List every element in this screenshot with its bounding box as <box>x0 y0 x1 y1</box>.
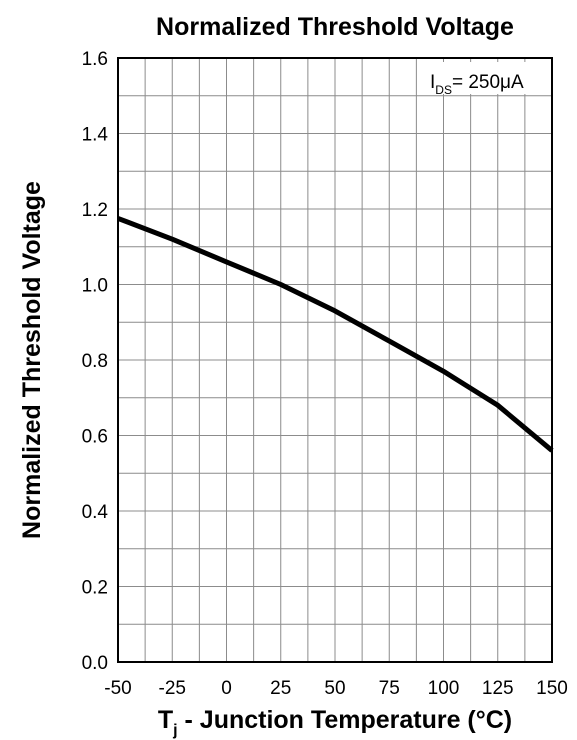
plot-frame <box>117 57 553 663</box>
x-tick-label: 50 <box>324 678 345 699</box>
x-tick-label: 150 <box>536 678 568 699</box>
annotation-main: I <box>430 72 435 93</box>
y-tick-label: 1.6 <box>82 49 108 70</box>
grid <box>118 58 552 662</box>
x-tick-label: 0 <box>221 678 232 699</box>
annotation-text: IDS= 250μA <box>430 72 524 97</box>
annotation-background <box>420 62 546 94</box>
y-tick-label: 1.2 <box>82 200 108 221</box>
y-tick-label: 0.4 <box>82 502 109 523</box>
y-tick-label: 0.0 <box>82 653 108 674</box>
x-axis-title: Tj - Junction Temperature (°C) <box>158 706 512 739</box>
y-tick-label: 0.2 <box>82 578 108 599</box>
x-axis-title-main: T <box>158 706 173 734</box>
y-axis-title: Normalized Threshold Voltage <box>18 181 46 539</box>
annotation-rest: = 250μA <box>452 72 524 93</box>
y-tick-label: 1.4 <box>82 125 109 146</box>
series-line <box>117 216 554 453</box>
x-tick-label: 25 <box>270 678 291 699</box>
x-tick-label: 75 <box>379 678 400 699</box>
x-axis-title-sub: j <box>172 722 177 739</box>
tick-labels: -50 -25 0 25 50 75 100 125 150 0.0 0.2 0.4 0.6 0.8 1.0… <box>82 49 568 699</box>
annotation-box: IDS= 250μA <box>420 62 546 97</box>
x-tick-label: 125 <box>482 678 514 699</box>
y-tick-label: 1.0 <box>82 276 108 297</box>
series-layer <box>117 216 554 453</box>
x-axis-title-rest: - Junction Temperature (°C) <box>178 706 513 734</box>
chart-title: Normalized Threshold Voltage <box>156 13 514 41</box>
x-tick-label: -50 <box>104 678 131 699</box>
y-tick-label: 0.8 <box>82 351 108 372</box>
x-tick-label: 100 <box>428 678 460 699</box>
y-tick-label: 0.6 <box>82 427 108 448</box>
x-tick-label: -25 <box>159 678 186 699</box>
annotation-sub: DS <box>435 83 452 97</box>
